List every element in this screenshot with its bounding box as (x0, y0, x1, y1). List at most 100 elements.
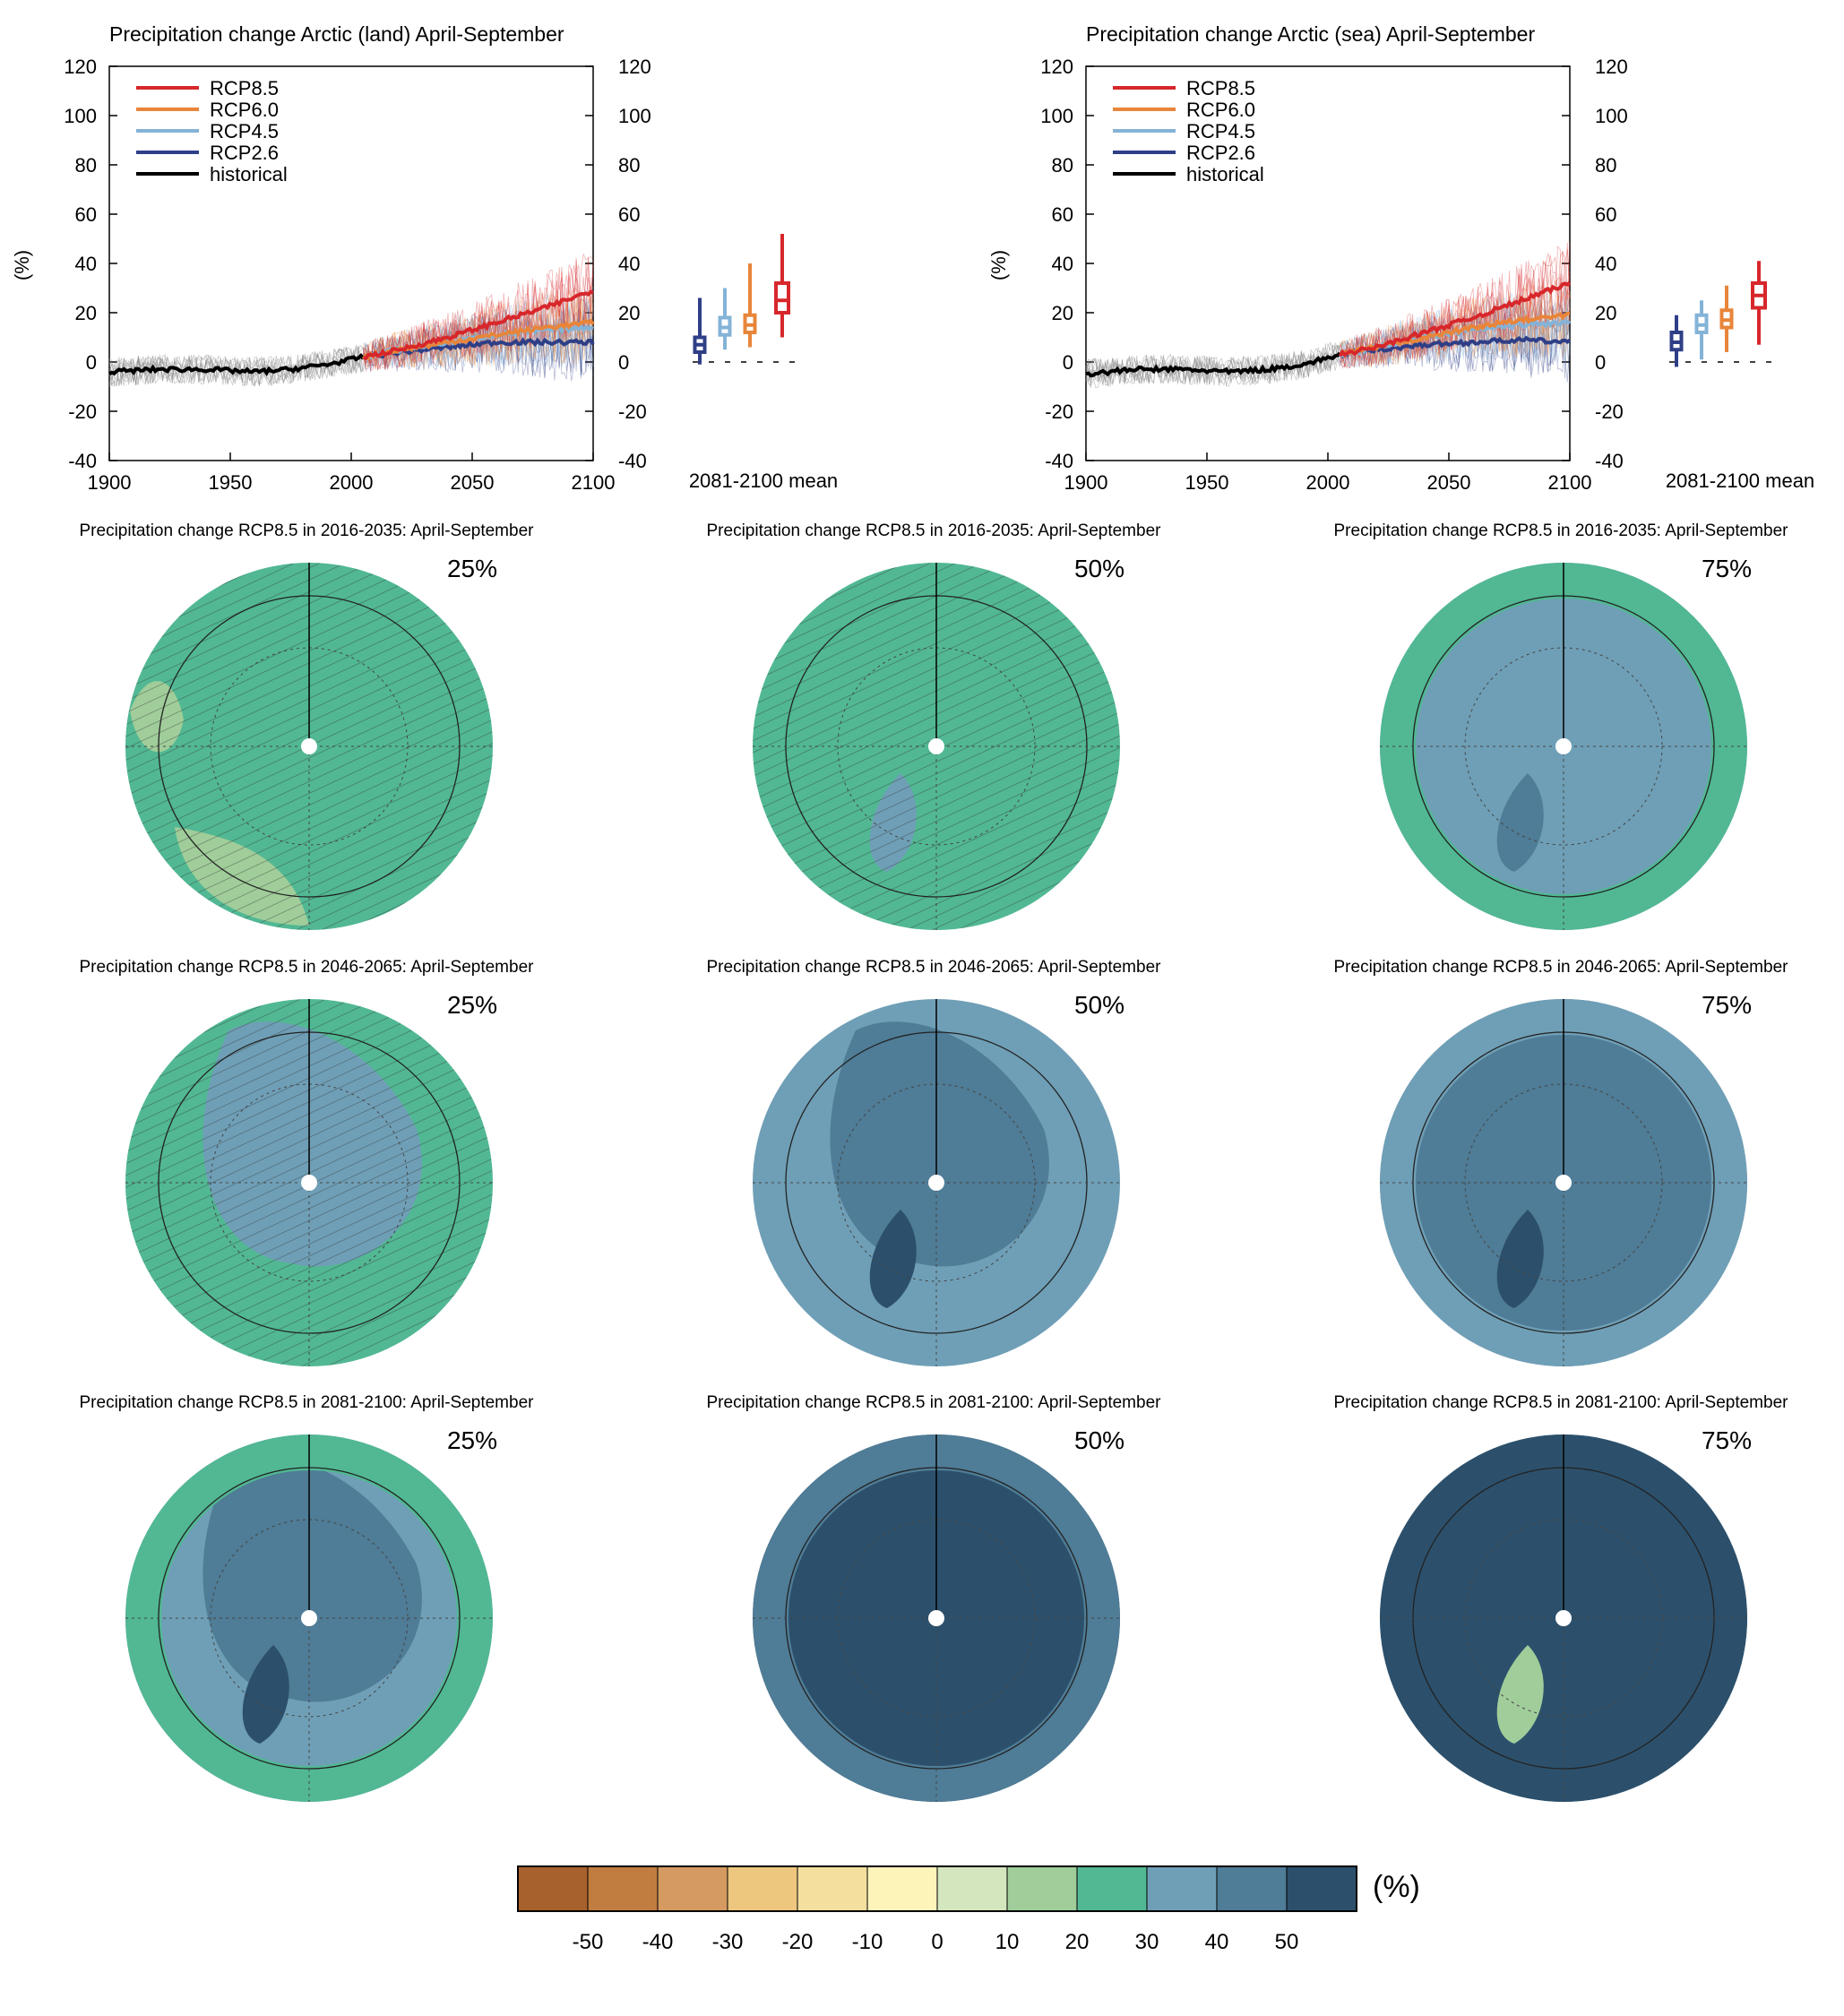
x-tick-label: 2100 (572, 471, 616, 494)
y-tick-label: 40 (1595, 253, 1616, 275)
pole-marker (301, 1610, 317, 1626)
y-tick-label: 120 (1040, 56, 1073, 78)
contour-patch-greenland (869, 1210, 917, 1308)
contour-patch-center (1457, 1457, 1676, 1702)
colorbar-tick-label: 30 (1135, 1930, 1159, 1954)
legend-label: RCP6.0 (1186, 99, 1255, 121)
y-tick-label: 120 (618, 56, 651, 78)
y-tick-label: 20 (618, 302, 640, 324)
y-tick-label: 100 (618, 105, 651, 127)
colorbar-frame (517, 1865, 1357, 1912)
boxplot-label: 2081-2100 mean (689, 470, 838, 492)
x-tick-label: 2100 (1548, 471, 1592, 494)
ensemble-member-rcp45 (363, 287, 594, 370)
y-tick-label: 60 (1052, 203, 1073, 226)
y-tick-label: -40 (68, 450, 97, 472)
y-tick-label: -20 (1595, 401, 1624, 423)
colorbar-tick-label: -20 (782, 1930, 814, 1954)
x-tick-label: 2050 (1427, 471, 1471, 494)
x-tick-label: 1900 (88, 471, 132, 494)
ensemble-member-historical (1085, 345, 1340, 386)
ensemble-member-rcp26 (1340, 303, 1571, 378)
y-axis-label: (%) (987, 250, 1010, 280)
colorbar-cell (936, 1865, 1008, 1912)
map-grid: Precipitation change RCP8.5 in 2016-2035… (80, 521, 1789, 1802)
ensemble-member-rcp26 (1340, 305, 1571, 382)
y-tick-label: -20 (1045, 401, 1073, 423)
x-tick-label: 1900 (1064, 471, 1108, 494)
contour-patch-center (202, 1457, 422, 1702)
colorbar-unit: (%) (1373, 1870, 1420, 1904)
ensemble-member-rcp85 (1340, 242, 1571, 368)
map-patches (1380, 563, 1747, 930)
timeseries-sea: Precipitation change Arctic (sea) April-… (987, 22, 1814, 494)
pole-marker (928, 1175, 944, 1191)
y-tick-label: -40 (1595, 450, 1624, 472)
polar-map (125, 999, 493, 1366)
series-line-historical (108, 352, 366, 376)
chart-title: Precipitation change Arctic (sea) April-… (1086, 22, 1535, 46)
legend-label: RCP4.5 (1186, 120, 1255, 142)
legend-label: historical (1186, 163, 1264, 185)
contour-patch-greenland (869, 1645, 917, 1744)
pole-marker (1555, 1175, 1572, 1191)
pole-marker (301, 1175, 317, 1191)
y-tick-label: 40 (75, 253, 97, 275)
colorbar-cell (1076, 1865, 1148, 1912)
map-title: Precipitation change RCP8.5 in 2046-2065… (80, 958, 535, 977)
series-line-rcp85 (1338, 280, 1572, 358)
contour-patch-greenland (1496, 1645, 1544, 1744)
y-tick-label: 0 (618, 351, 629, 374)
ensemble-member-historical (1085, 344, 1340, 388)
polar-map (125, 1434, 493, 1802)
ensemble-member-rcp60 (1340, 278, 1571, 368)
y-tick-label: 60 (1595, 203, 1616, 226)
y-tick-label: 100 (1040, 105, 1073, 127)
map-title: Precipitation change RCP8.5 in 2016-2035… (707, 521, 1162, 540)
polar-map (753, 563, 1120, 930)
map-patches (830, 1021, 1049, 1308)
ensemble-member-historical (108, 344, 364, 385)
colorbar-cell (657, 1865, 728, 1912)
ensemble-member-historical (1085, 351, 1340, 387)
y-tick-label: 0 (1595, 351, 1606, 374)
x-tick-label: 2050 (451, 471, 495, 494)
colorbar-cell (1286, 1865, 1357, 1912)
map-patches (125, 1434, 493, 1802)
legend-label: RCP2.6 (1186, 142, 1255, 164)
polar-map (1380, 563, 1747, 930)
x-tick-label: 1950 (209, 471, 253, 494)
map-patches (753, 1434, 1120, 1802)
map-title: Precipitation change RCP8.5 in 2016-2035… (1334, 521, 1789, 540)
series-line-historical (1085, 351, 1341, 378)
polar-map (125, 563, 493, 930)
colorbar-tick-label: 40 (1205, 1930, 1229, 1954)
map-title: Precipitation change RCP8.5 in 2016-2035… (80, 521, 535, 540)
y-tick-label: 20 (75, 302, 97, 324)
colorbar-tick-label: 20 (1065, 1930, 1090, 1954)
colorbar-tick-label: -10 (852, 1930, 883, 1954)
contour-patch-greenland (242, 1645, 289, 1744)
ensemble-member-rcp60 (1340, 281, 1571, 367)
y-tick-label: -40 (618, 450, 647, 472)
contour-patch-center (830, 1021, 1049, 1267)
map-title: Precipitation change RCP8.5 in 2081-2100… (80, 1393, 535, 1412)
boxplot-box-rcp85 (774, 281, 790, 314)
colorbar-tick-label: 0 (931, 1930, 943, 1954)
pole-marker (1555, 1610, 1572, 1626)
percentile-label: 25% (447, 555, 497, 582)
y-tick-label: 100 (64, 105, 97, 127)
x-tick-label: 2000 (330, 471, 374, 494)
ensemble-member-rcp85 (363, 260, 594, 367)
map-title: Precipitation change RCP8.5 in 2046-2065… (1334, 958, 1789, 977)
colorbar-cell (587, 1865, 659, 1912)
ensemble-member-rcp45 (1340, 280, 1571, 369)
boxplot-label: 2081-2100 mean (1666, 470, 1814, 492)
ensemble-member-rcp60 (1340, 280, 1571, 367)
colorbar-cell (1216, 1865, 1288, 1912)
y-tick-label: 120 (64, 56, 97, 78)
plot-frame (1085, 65, 1571, 461)
legend-label: RCP6.0 (210, 99, 279, 121)
colorbar-tick-label: 50 (1275, 1930, 1299, 1954)
y-tick-label: -20 (618, 401, 647, 423)
